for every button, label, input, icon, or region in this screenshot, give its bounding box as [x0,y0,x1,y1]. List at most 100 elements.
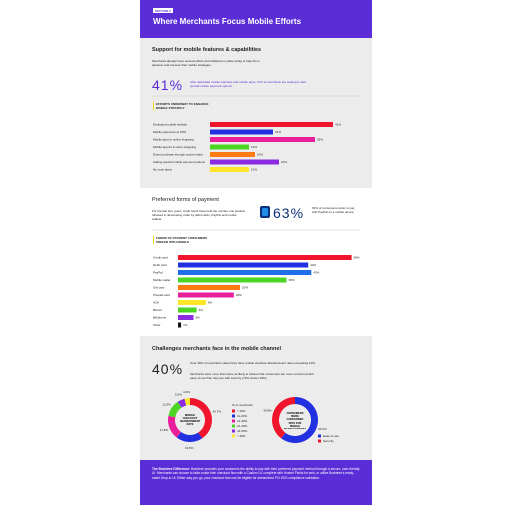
bar [210,159,279,165]
value-label: 35% [317,137,323,141]
legend-label: 21-30% [237,419,248,423]
legend-swatch [232,419,235,423]
section-heading: Support for mobile features & capabiliti… [152,47,262,53]
value-label: 5.5% [175,392,182,396]
stat-text: After dedicated mobile websites and mobi… [190,80,306,89]
value-label: 21% [275,130,281,134]
value-label: 41% [335,122,341,126]
bar [178,307,197,313]
section-band [140,336,372,460]
donut-segment [184,398,190,406]
value-label: 15% [257,152,263,156]
section-body: For the last four years, credit cards ha… [152,209,247,222]
stat: 41% [152,77,184,93]
bar [210,137,315,142]
bar [210,167,249,172]
badge: SECTION 2 [153,8,173,14]
value-label: 20% [242,285,248,289]
legend-swatch [318,434,321,438]
stat: 40% [152,361,184,377]
chart-title: FORMS OF PAYMENT CONSUMERS PREFER WITH M… [153,236,218,245]
bar [210,152,255,157]
legend-label: > 50% [237,434,246,438]
legend-swatch [232,409,235,413]
legend-swatch [232,424,235,428]
donut-segment [177,398,187,408]
bar [178,277,287,283]
stat-text: Over 40% of merchants stated they have m… [190,361,316,365]
value-label: 42% [310,263,316,267]
footer-text: The Braintree Difference: Braintree prov… [152,467,362,480]
bar-label: Other [153,323,161,327]
footer-lead: The Braintree Difference: [152,467,191,471]
donut-segment [272,397,295,439]
bar [210,122,333,127]
donut-segment [281,397,319,443]
center-label: WHAT ARE CONSUMERS MORE CONCERNED WITH F… [284,411,306,429]
bar [178,285,240,290]
section-heading: Preferred forms of payment [152,197,219,203]
center-label-box: WHAT ARE CONSUMERS MORE CONCERNED WITH F… [284,411,306,429]
donut-segment [168,401,182,418]
bar-label: Bill/phone [153,315,167,319]
value-label: 6% [199,308,204,312]
legend-label: 31-40% [237,424,248,428]
bar-label: No such plans [153,167,173,171]
value-label: 13% [251,167,257,171]
legend-label: Ease of use [323,434,339,438]
donut-segment [190,398,213,439]
bar-label: Mobile wallet [153,278,171,282]
bar-label: Dedicated mobile website [153,122,188,126]
legend-label: 41-50% [237,429,248,433]
stat-text: Merchants were more than twice as likely… [190,372,314,381]
footer-body: Braintree provides your customers the ab… [152,467,360,480]
bar [178,300,206,305]
value-label: 40.7% [213,410,222,414]
legend-title: % of merchants [232,403,253,407]
bar [178,270,312,275]
value-label: 13% [251,145,257,149]
value-label: 5% [196,315,201,319]
legend-label: < 10% [237,409,246,413]
bar-label: Adding special mobile payment options [153,160,206,164]
footer-band [140,460,372,505]
legend-swatch [318,439,321,443]
value-label: 39.8% [263,409,272,413]
bar [178,315,194,320]
paypal-logo [260,206,270,218]
header-band [140,0,372,38]
bar-label: Bitcoin [153,308,162,312]
center-label: MOBILE CHECKOUT ABANDONMENT RATE [179,413,201,427]
center-label-box: MOBILE CHECKOUT ABANDONMENT RATE [179,413,201,427]
bar [178,255,352,260]
bar [178,322,182,328]
value-label: 17.8% [160,428,169,432]
bar-label: ACH [153,300,159,304]
section-heading: Challenges merchants face in the mobile … [152,346,281,352]
bar-label: Mobile payments at POS [153,130,186,134]
bar-label: Mobile app for in-store shopping [153,145,196,149]
bar-label: Credit card [153,255,168,259]
value-label: 56% [354,255,360,259]
chart-title: EFFORTS UNDERWAY TO ENHANCE MOBILE STRAT… [153,102,214,111]
value-label: 18% [236,293,242,297]
bar-label: Debit card [153,263,167,267]
legend-swatch [232,414,235,418]
stat-text: 63% of consumers prefer to pay with PayP… [312,206,355,215]
value-label: 23% [281,160,287,164]
bar [178,262,309,268]
value-label: 35% [289,278,295,282]
legend-swatch [232,434,235,438]
value-label: 19.5% [185,446,194,450]
bar [210,144,249,150]
value-label: 9% [208,300,213,304]
bar [210,129,273,135]
value-label: 4.0% [183,390,190,394]
bar-label: Mobile app for online shopping [153,137,194,141]
donut-segment [168,415,182,438]
value-label: 12.5% [162,402,171,406]
legend-label: Security [323,439,334,443]
value-label: 43% [313,270,319,274]
